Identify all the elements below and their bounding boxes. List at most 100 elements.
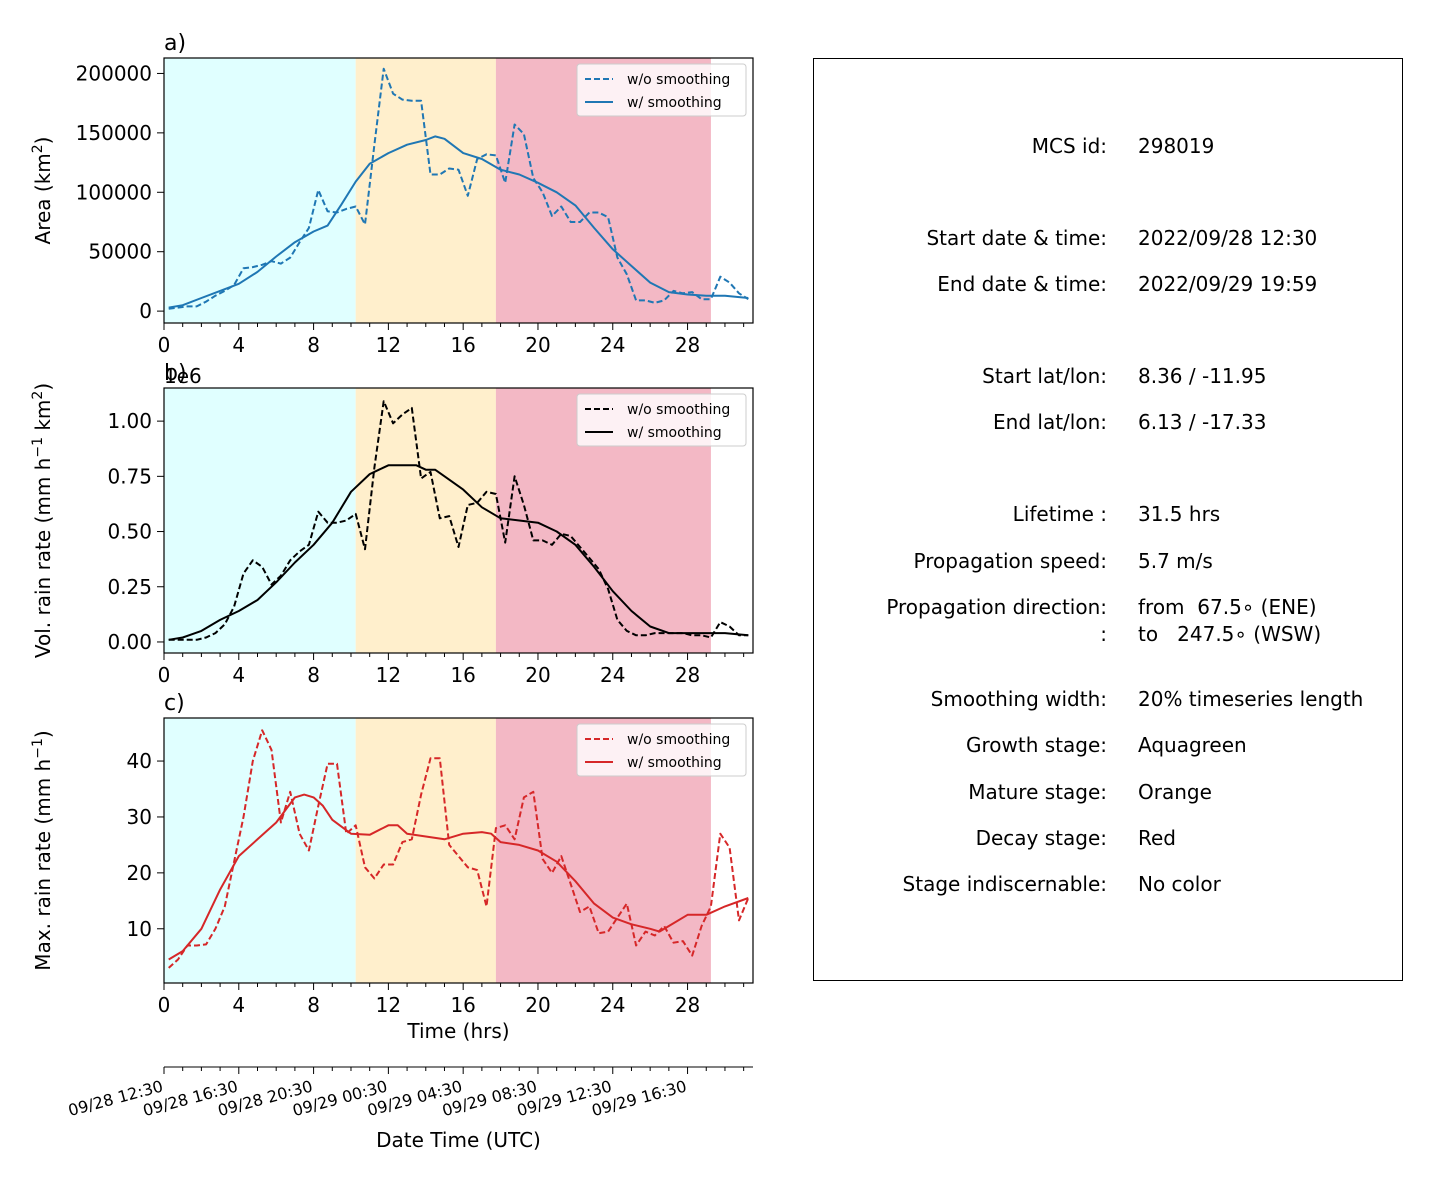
y-tick-label: 0.75 bbox=[107, 464, 152, 488]
stage-span-growth bbox=[164, 58, 356, 323]
stage-span-mature bbox=[355, 58, 496, 323]
y-axis-label: Vol. rain rate (mm h−1 km2) bbox=[30, 383, 55, 658]
info-label: Smoothing width: bbox=[930, 687, 1107, 711]
chart-panel-3: 0 4 8 12 16 20 24 28 10 20 30 40 c) w/o smoothing w/ s… bbox=[127, 691, 754, 1043]
y-tick-label: 0.50 bbox=[107, 520, 152, 544]
x-tick-label: 4 bbox=[232, 663, 245, 687]
info-label: Growth stage: bbox=[965, 733, 1107, 757]
x-tick-label: 16 bbox=[450, 333, 475, 357]
info-value: 2022/09/28 12:30 bbox=[1138, 226, 1318, 250]
x-tick-label: 0 bbox=[158, 663, 171, 687]
info-label: End lat/lon: bbox=[993, 410, 1107, 434]
info-value: 5.7 m/s bbox=[1138, 549, 1213, 573]
x-tick-label: 4 bbox=[232, 993, 245, 1017]
y-tick-label: 40 bbox=[127, 749, 152, 773]
series-line-raw bbox=[168, 400, 749, 641]
x-tick-label: 0 bbox=[158, 993, 171, 1017]
y-axis-label: Area (km2) bbox=[30, 137, 55, 245]
x-tick-label: 8 bbox=[307, 663, 320, 687]
x-tick-label: 12 bbox=[376, 333, 401, 357]
legend-entry: w/ smoothing bbox=[627, 755, 722, 771]
info-label: Start date & time: bbox=[926, 226, 1107, 250]
y-axis-label: Max. rain rate (mm h−1) bbox=[30, 730, 55, 970]
stage-span-mature bbox=[355, 388, 496, 653]
info-label: : bbox=[1100, 622, 1107, 646]
info-value: Red bbox=[1138, 826, 1176, 850]
y-tick-label: 100000 bbox=[76, 180, 152, 204]
chart-panel-2: 0 4 8 12 16 20 24 28 0.00 0.25 0.50 0.75 1.00 b)1e6 w/… bbox=[107, 361, 754, 687]
x-tick-label: 20 bbox=[525, 663, 550, 687]
info-value: 31.5 hrs bbox=[1138, 502, 1221, 526]
series-line-smoothed bbox=[168, 135, 749, 309]
x-tick-label: 20 bbox=[525, 993, 550, 1017]
chart-panel-1: 0 4 8 12 16 20 24 28 0 50000 100000 150000 200000 a) w… bbox=[76, 31, 754, 357]
series-line-smoothed bbox=[168, 464, 749, 641]
legend-box bbox=[576, 723, 747, 777]
y-tick-label: 0 bbox=[139, 299, 152, 323]
panel-label: a) bbox=[164, 31, 186, 56]
legend-box bbox=[576, 393, 747, 447]
info-value: 20% timeseries length bbox=[1138, 687, 1364, 711]
legend-entry: w/o smoothing bbox=[627, 402, 730, 418]
info-label: Lifetime : bbox=[1012, 502, 1107, 526]
x-tick-label: 28 bbox=[675, 993, 700, 1017]
legend-box bbox=[576, 63, 747, 117]
legend-entry: w/ smoothing bbox=[627, 425, 722, 441]
series-line-smoothed bbox=[168, 793, 749, 961]
info-label: Decay stage: bbox=[975, 826, 1107, 850]
x-tick-label: 16 bbox=[450, 993, 475, 1017]
x-tick-label: 24 bbox=[600, 993, 625, 1017]
info-label: Mature stage: bbox=[968, 780, 1107, 804]
info-value: from 67.5∘ (ENE) bbox=[1138, 595, 1317, 619]
y-tick-label: 30 bbox=[127, 805, 152, 829]
x-tick-label: 24 bbox=[600, 663, 625, 687]
series-line-raw bbox=[168, 67, 749, 310]
info-label: End date & time: bbox=[937, 272, 1107, 296]
legend: w/o smoothing w/ smoothing bbox=[576, 63, 747, 117]
info-value: 2022/09/29 19:59 bbox=[1138, 272, 1318, 296]
info-value: No color bbox=[1138, 872, 1221, 896]
plot-frame bbox=[163, 57, 754, 324]
x-tick-label: 16 bbox=[450, 663, 475, 687]
info-value: Aquagreen bbox=[1138, 733, 1247, 757]
legend: w/o smoothing w/ smoothing bbox=[576, 393, 747, 447]
y-tick-label: 200000 bbox=[76, 61, 152, 85]
info-value: 298019 bbox=[1138, 134, 1215, 158]
datetime-axis-label: Date Time (UTC) bbox=[376, 1128, 541, 1152]
legend-entry: w/o smoothing bbox=[627, 732, 730, 748]
y-tick-label: 1.00 bbox=[107, 409, 152, 433]
x-tick-label: 8 bbox=[307, 993, 320, 1017]
x-tick-label: 20 bbox=[525, 333, 550, 357]
x-tick-label: 0 bbox=[158, 333, 171, 357]
stage-span-mature bbox=[355, 718, 496, 983]
legend-entry: w/o smoothing bbox=[627, 72, 730, 88]
info-label: Stage indiscernable: bbox=[902, 872, 1107, 896]
legend-entry: w/ smoothing bbox=[627, 95, 722, 111]
plot-frame bbox=[163, 387, 754, 654]
y-tick-label: 0.25 bbox=[107, 575, 152, 599]
info-value: 6.13 / -17.33 bbox=[1138, 410, 1267, 434]
x-tick-label: 12 bbox=[376, 663, 401, 687]
x-tick-label: 24 bbox=[600, 333, 625, 357]
info-value: to 247.5∘ (WSW) bbox=[1138, 622, 1322, 646]
x-tick-label: 8 bbox=[307, 333, 320, 357]
stage-span-growth bbox=[164, 388, 356, 653]
panel-label: c) bbox=[164, 691, 185, 716]
info-label: Propagation direction: bbox=[886, 595, 1107, 619]
legend: w/o smoothing w/ smoothing bbox=[576, 723, 747, 777]
y-tick-label: 10 bbox=[127, 917, 152, 941]
info-label: Start lat/lon: bbox=[982, 364, 1107, 388]
x-tick-label: 28 bbox=[675, 663, 700, 687]
info-value: 8.36 / -11.95 bbox=[1138, 364, 1267, 388]
panel-label: b) bbox=[164, 361, 187, 386]
x-axis-label: Time (hrs) bbox=[406, 1019, 509, 1043]
x-tick-label: 28 bbox=[675, 333, 700, 357]
info-label: Propagation speed: bbox=[913, 549, 1107, 573]
x-tick-label: 4 bbox=[232, 333, 245, 357]
y-tick-label: 150000 bbox=[76, 121, 152, 145]
info-label: MCS id: bbox=[1031, 134, 1107, 158]
x-tick-label: 12 bbox=[376, 993, 401, 1017]
y-offset-label: 1e6 bbox=[164, 364, 202, 388]
series-line-raw bbox=[168, 729, 750, 969]
